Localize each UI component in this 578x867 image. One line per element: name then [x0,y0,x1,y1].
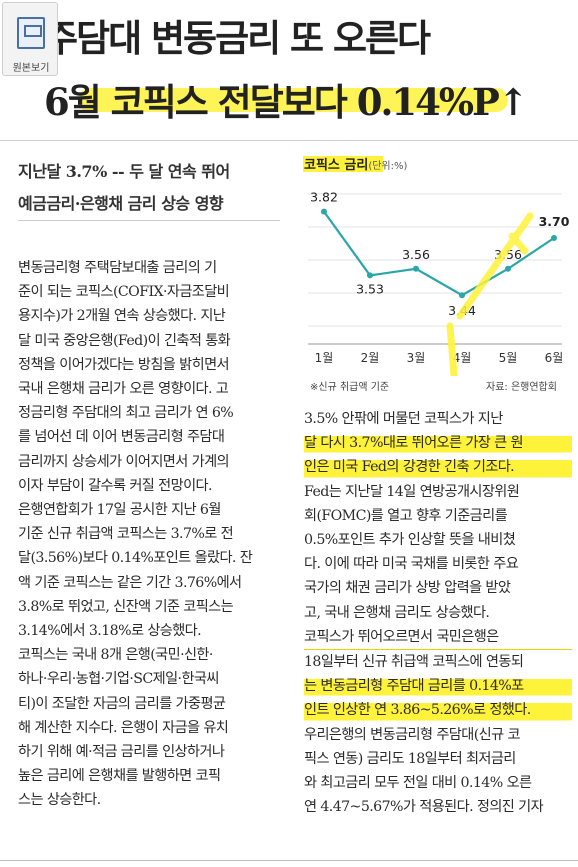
left-column-line: 코픽스는 국내 8개 은행(국민·신한· [18,647,213,664]
left-column-line: 티)이 조달한 자금의 금리를 가중평균 [18,695,226,712]
left-column-line: 은행연합회가 17일 공시한 지난 6월 [18,502,221,519]
right-column-line: 달 다시 3.7%대로 뛰어오른 가장 큰 원 [304,431,572,456]
original-view-label: 원본보기 [12,63,50,74]
left-column-line: 액 기준 코픽스는 같은 기간 3.76%에서 [18,574,242,591]
right-column-line: 회(FOMC)를 열고 향후 기준금리를 [304,507,508,524]
left-column-line: 이자 부담이 갈수록 커질 전망이다. [18,477,212,494]
original-view-icon [17,17,45,49]
chart-title-text: 코픽스 금리 [304,158,369,173]
data-point [413,265,419,272]
right-column-line: 인은 미국 Fed의 강경한 긴축 기조다. [304,455,572,480]
left-column-line: 금리까지 상승세가 이어지면서 가계의 [18,453,230,470]
right-column-line: 픽스 연동) 금리도 18일부터 최저금리 [304,750,516,767]
chart-source: 자료: 은행연합회 [486,382,557,393]
right-column-line: 우리은행의 변동금리형 주담대(신규 코 [304,726,521,743]
chart-note: ※신규 취급액 기준 [310,382,390,393]
left-column-line: 스는 상승한다. [18,792,101,809]
left-column-line: 하기 위해 예·적금 금리를 인상하거나 [18,744,225,761]
right-column-line: 인트 인상한 연 3.86~5.26%로 정했다. [304,698,572,723]
right-column-line: 18일부터 신규 취급액 코픽스에 연동되 [304,654,524,671]
x-tick-label: 6월 [545,351,564,365]
left-column-line: 해 계산한 지수다. 은행이 자금을 유치 [18,719,229,736]
data-label: 3.70 [539,214,570,229]
data-label: 3.56 [402,247,430,262]
x-tick-label: 5월 [499,351,518,365]
left-column-line: 하나·우리·농협·기업·SC제일·한국씨 [18,671,219,688]
headline-main: 주담대 변동금리 또 오른다 [44,16,431,60]
highlight-stroke [456,212,534,320]
chart-unit: (단위:%) [368,161,408,172]
headline-divider [0,140,578,141]
headline-sub: 6월 코픽스 전달보다 0.14%P↑ [44,80,529,124]
headline-highlight [78,88,508,112]
data-label: 3.53 [356,281,384,296]
left-column-line: 국내 은행채 금리가 오른 영향이다. 고 [18,381,229,398]
left-column-line: 달 미국 중앙은행(Fed)이 긴축적 통화 [18,332,231,349]
left-column-line: 달(3.56%)보다 0.14%포인트 올랐다. 잔 [18,550,253,567]
bottom-divider [0,860,578,861]
right-column-line: 와 최고금리 모두 전일 대비 0.14% 오른 [304,775,532,792]
left-column-line: 변동금리형 주택담보대출 금리의 기 [18,260,217,276]
right-column-line: 는 변동금리형 주담대 금리를 0.14%포 [304,674,572,699]
subhead-2: 예금금리·은행채 금리 상승 영향 [18,194,224,213]
right-column-line: 0.5%포인트 추가 인상할 뜻을 내비쳤 [304,532,516,549]
left-column-line: 를 넘어선 데 이어 변동금리형 주담대 [18,429,225,446]
subhead-divider [18,220,280,221]
left-column-line: 3.8%로 뛰었고, 신잔액 기준 코픽스는 [18,598,234,615]
right-column-line: 연 4.47~5.67%가 적용된다. 정의진 기자 [304,799,544,816]
left-column-line: 준이 되는 코픽스(COFIX·자금조달비 [18,284,230,301]
data-point [367,272,373,279]
left-column-line: 정금리형 주담대의 최고 금리가 연 6% [18,405,234,422]
right-column-line: 코픽스가 뛰어오르면서 국민은행은 [304,625,572,651]
right-column-line: 국가의 채권 금리가 상방 압력을 받았 [304,580,511,597]
right-column-line: 다. 이에 따라 미국 국채를 비롯한 주요 [304,556,519,573]
data-point [505,265,511,272]
data-point [321,208,327,215]
original-view-button[interactable]: 원본보기 [2,2,58,76]
left-column-line: 용지수)가 2개월 연속 상승했다. 지난 [18,308,226,325]
cofix-series-line [323,210,555,297]
left-column-line: 높은 금리에 은행채를 발행하면 코픽 [18,768,221,785]
data-label: 3.82 [310,190,338,205]
x-tick-label: 1월 [315,351,334,365]
left-column-line: 3.14%에서 3.18%로 상승했다. [18,623,202,640]
x-tick-label: 2월 [361,351,380,365]
data-point [551,235,557,241]
data-point [459,292,465,299]
x-tick-label: 3월 [407,351,426,365]
x-tick-label: 4월 [453,351,472,365]
highlight-stroke [446,322,458,376]
left-column-line: 정책을 이어가겠다는 방침을 밝히면서 [18,356,230,373]
chart-title: 코픽스 금리(단위:%) [304,154,407,173]
right-column-line: 고, 국내 은행채 금리도 상승했다. [304,604,490,621]
left-column-line: 기준 신규 취급액 코픽스는 3.7%로 전 [18,526,234,543]
chart-title-highlight [303,156,383,172]
right-column-line: 3.5% 안팎에 머물던 코픽스가 지난 [304,411,503,427]
right-column-line: Fed는 지난달 14일 연방공개시장위원 [304,483,520,500]
subhead-1: 지난달 3.7% -- 두 달 연속 뛰어 [18,162,230,181]
